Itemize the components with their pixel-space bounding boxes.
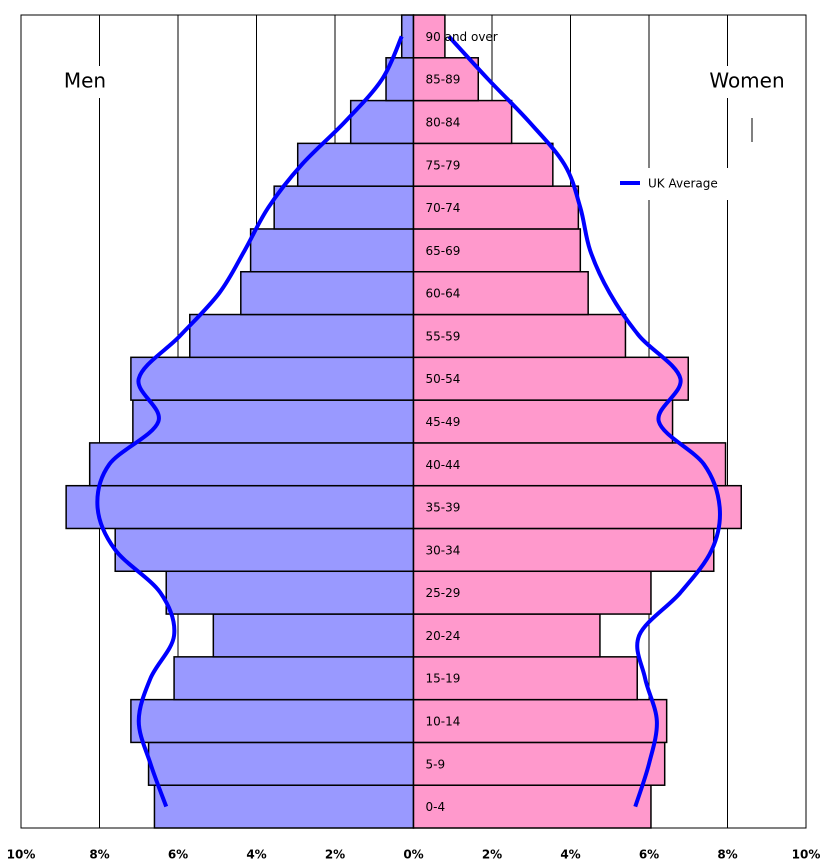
x-tick-label: 6% [639, 848, 659, 862]
category-label: 35-39 [426, 501, 461, 515]
category-label: 80-84 [426, 115, 461, 129]
category-label: 30-34 [426, 543, 461, 557]
bar [349, 99, 415, 145]
bar [412, 399, 674, 444]
average-line [95, 35, 404, 808]
lines [95, 35, 722, 808]
bar [412, 99, 513, 145]
bar [88, 442, 415, 487]
bar [412, 741, 666, 786]
average-line [447, 35, 722, 808]
bar [114, 527, 415, 573]
bar [147, 741, 415, 786]
bar [412, 656, 638, 701]
category-label: 65-69 [426, 244, 461, 258]
category-label: 40-44 [426, 458, 461, 472]
category-label: 55-59 [426, 329, 461, 343]
x-tick-label: 8% [717, 848, 737, 862]
bar [412, 784, 652, 829]
women-label: Women [709, 69, 784, 93]
bar [189, 313, 415, 359]
plot-frame [20, 14, 807, 829]
category-label: 75-79 [426, 158, 461, 172]
label-bg [700, 66, 795, 98]
x-tick-label: 6% [168, 848, 188, 862]
category-label: 10-14 [426, 715, 461, 729]
labels: 10% 8% 6% 4% 2% 0% 2% 4% 6% 8% 10% 0-4 5-9 10-14 15-19… [7, 30, 821, 862]
bar [130, 356, 415, 401]
bar [153, 784, 415, 829]
bar [412, 142, 554, 187]
bar [212, 613, 415, 658]
x-tick-label: 8% [89, 848, 109, 862]
bar [412, 228, 582, 273]
bar [273, 185, 415, 230]
bar [65, 484, 415, 530]
x-tick-label: 4% [560, 848, 580, 862]
bar [173, 656, 415, 701]
x-tick-label: 0% [403, 848, 423, 862]
category-label: 20-24 [426, 629, 461, 643]
bars [65, 14, 742, 829]
bar [412, 698, 668, 744]
category-label: 50-54 [426, 372, 461, 386]
category-label: 60-64 [426, 287, 461, 301]
category-label: 70-74 [426, 201, 461, 215]
bar [400, 14, 415, 59]
x-tick-label: 2% [325, 848, 345, 862]
bar [132, 399, 415, 444]
category-label: 15-19 [426, 672, 461, 686]
bar [412, 613, 601, 658]
bar [165, 570, 415, 615]
legend-label: UK Average [648, 177, 718, 191]
bar [249, 228, 415, 273]
category-label: 85-89 [426, 73, 461, 87]
bar [412, 484, 742, 530]
bar [130, 698, 415, 744]
category-label: 25-29 [426, 586, 461, 600]
x-tick-label: 4% [246, 848, 266, 862]
x-tick-label: 10% [7, 848, 36, 862]
category-label: 90 and over [426, 30, 498, 44]
x-tick-label: 2% [482, 848, 502, 862]
x-tick-label: 10% [792, 848, 821, 862]
category-label: 45-49 [426, 415, 461, 429]
men-label: Men [64, 69, 106, 93]
bar [385, 57, 415, 102]
bar [240, 270, 415, 316]
bar [412, 57, 480, 102]
label-bg [48, 66, 126, 98]
category-label: 5-9 [426, 757, 446, 771]
bar [412, 442, 727, 487]
category-label: 0-4 [426, 800, 446, 814]
